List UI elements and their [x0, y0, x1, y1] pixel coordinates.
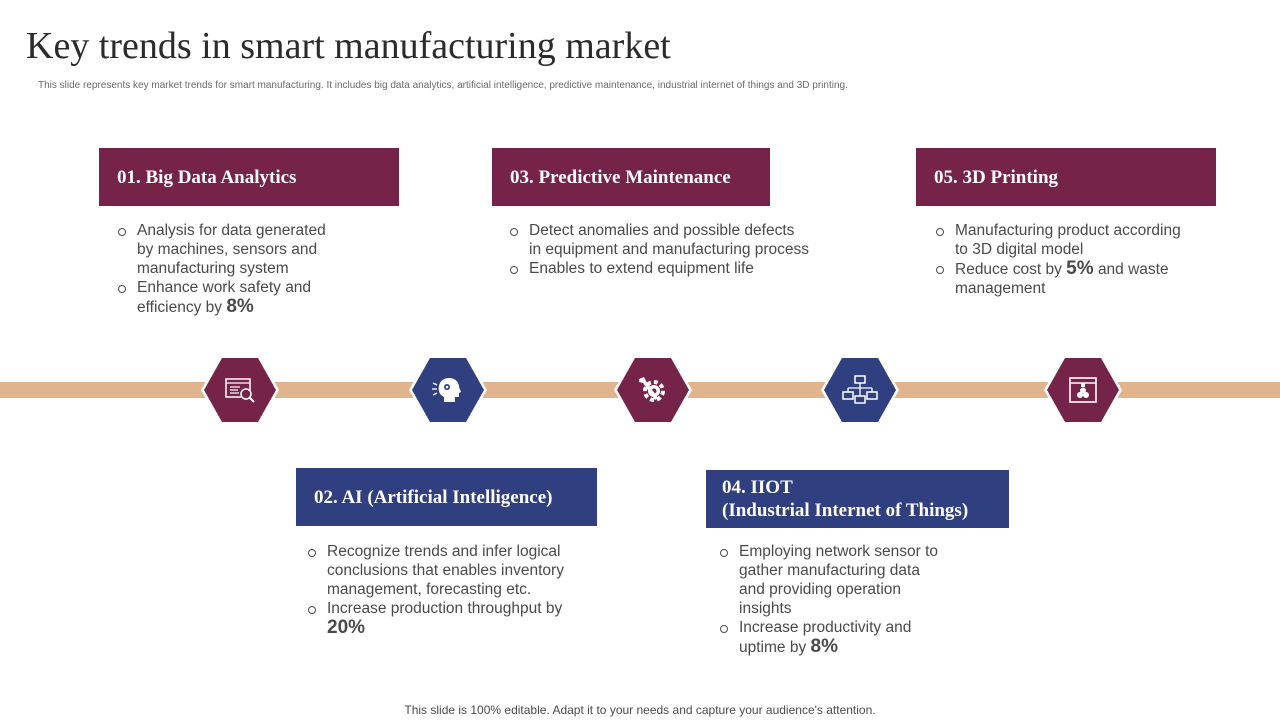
- list-predictive-maintenance: Detect anomalies and possible defects in…: [510, 221, 810, 278]
- heading-predictive-maintenance: 03. Predictive Maintenance: [492, 148, 770, 206]
- list-item: Increase productivity and uptime by 8%: [720, 618, 950, 657]
- list-item: Employing network sensor to gather manuf…: [720, 542, 950, 618]
- heading-label: 05. 3D Printing: [934, 166, 1059, 188]
- heading-label: 03. Predictive Maintenance: [510, 166, 731, 188]
- page-title: Key trends in smart manufacturing market: [26, 25, 671, 67]
- list-3d-printing: Manufacturing product according to 3D di…: [936, 221, 1186, 298]
- ai-head-icon: [432, 378, 461, 402]
- list-item: Reduce cost by 5% and waste management: [936, 259, 1186, 298]
- list-item: Detect anomalies and possible defects in…: [510, 221, 810, 259]
- list-item: Enables to extend equipment life: [510, 259, 810, 278]
- heading-label: 04. IIOT: [722, 477, 793, 498]
- footer-note: This slide is 100% editable. Adapt it to…: [404, 703, 876, 717]
- heading-iiot: 04. IIOT (Industrial Internet of Things): [706, 470, 1009, 528]
- heading-3d-printing: 05. 3D Printing: [916, 148, 1216, 206]
- list-item: Manufacturing product according to 3D di…: [936, 221, 1186, 259]
- 3d-printer-icon: [1069, 377, 1097, 403]
- network-icon: [842, 375, 878, 404]
- list-iiot: Employing network sensor to gather manuf…: [720, 542, 950, 657]
- hexagon-predictive: [614, 356, 692, 424]
- page-subtitle: This slide represents key market trends …: [38, 80, 848, 91]
- list-item: Analysis for data generated by machines,…: [118, 221, 338, 278]
- hexagon-3d-printing: [1044, 356, 1122, 424]
- highlight-value: 8%: [810, 636, 838, 657]
- heading-label: 01. Big Data Analytics: [117, 166, 297, 188]
- heading-ai: 02. AI (Artificial Intelligence): [296, 468, 597, 526]
- heading-big-data-analytics: 01. Big Data Analytics: [99, 148, 399, 206]
- data-analysis-icon: [225, 378, 255, 403]
- wrench-gear-icon: [639, 377, 665, 402]
- highlight-value: 20%: [327, 617, 366, 638]
- heading-label: 02. AI (Artificial Intelligence): [314, 486, 553, 508]
- hexagon-big-data: [201, 356, 279, 424]
- heading-label-secondary: (Industrial Internet of Things): [722, 500, 969, 521]
- highlight-value: 8%: [226, 296, 254, 317]
- list-ai: Recognize trends and infer logical concl…: [308, 542, 578, 638]
- hexagon-iiot: [821, 356, 899, 424]
- list-item: Enhance work safety and efficiency by 8%: [118, 278, 338, 317]
- hexagon-ai: [409, 356, 487, 424]
- list-item: Recognize trends and infer logical concl…: [308, 542, 578, 599]
- highlight-value: 5%: [1066, 258, 1094, 279]
- list-item: Increase production throughput by 20%: [308, 599, 578, 638]
- list-big-data-analytics: Analysis for data generated by machines,…: [118, 221, 338, 317]
